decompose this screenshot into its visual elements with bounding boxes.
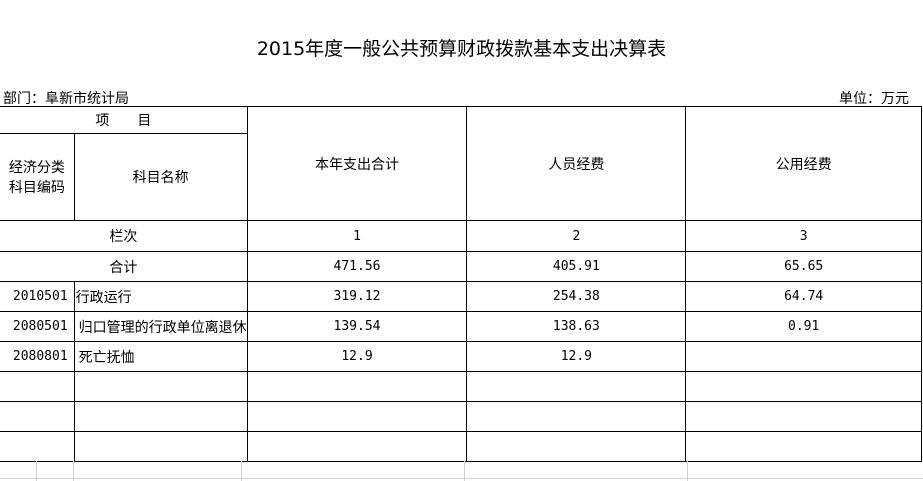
row-total: 12.9 [246, 341, 468, 372]
row-total: 139.54 [246, 311, 468, 342]
row-code: 2080501 [0, 311, 75, 342]
row-personnel: 138.63 [466, 311, 687, 342]
row-total: 319.12 [246, 281, 468, 312]
header-code-line1: 经济分类 [8, 160, 65, 176]
header-personnel: 人员经费 [466, 106, 687, 221]
row-name: 归口管理的行政单位离退休 [73, 311, 248, 342]
sum-total: 471.56 [246, 251, 468, 282]
sum-public: 65.65 [685, 251, 922, 282]
header-name: 科目名称 [73, 133, 248, 221]
row-code: 2080801 [0, 341, 75, 372]
department-label: 部门：阜新市统计局 [3, 91, 129, 107]
sum-personnel: 405.91 [466, 251, 687, 282]
unit-label: 单位：万元 [839, 91, 909, 107]
row-public: 64.74 [685, 281, 922, 312]
table-row: 2080501 归口管理的行政单位离退休 139.54 138.63 0.91 [0, 311, 922, 342]
header-code: 经济分类 科目编码 [0, 133, 75, 221]
header-total: 本年支出合计 [246, 106, 468, 221]
row-personnel: 12.9 [466, 341, 687, 372]
row-code: 2010501 [0, 281, 75, 312]
empty-row [0, 401, 922, 432]
column-index-label: 栏次 [0, 220, 248, 252]
row-personnel: 254.38 [466, 281, 687, 312]
column-index-2: 2 [466, 220, 687, 252]
table-row: 2010501 行政运行 319.12 254.38 64.74 [0, 281, 922, 312]
empty-row [0, 371, 922, 402]
row-public: 0.91 [685, 311, 922, 342]
column-index-1: 1 [246, 220, 468, 252]
header-public: 公用经费 [685, 106, 922, 221]
header-project: 项 目 [0, 106, 248, 134]
report-title: 2015年度一般公共预算财政拨款基本支出决算表 [256, 38, 667, 60]
column-index-3: 3 [685, 220, 922, 252]
spreadsheet-gridlines [0, 461, 923, 481]
row-name: 死亡抚恤 [73, 341, 248, 372]
row-public [685, 341, 922, 372]
header-code-line2: 科目编码 [8, 180, 65, 196]
table-row: 2080801 死亡抚恤 12.9 12.9 [0, 341, 922, 372]
budget-table: 项 目 本年支出合计 人员经费 公用经费 经济分类 科目编码 科目名称 栏次 1 … [0, 106, 922, 462]
sum-label: 合计 [0, 251, 248, 282]
empty-row [0, 431, 922, 462]
row-name: 行政运行 [73, 281, 248, 312]
